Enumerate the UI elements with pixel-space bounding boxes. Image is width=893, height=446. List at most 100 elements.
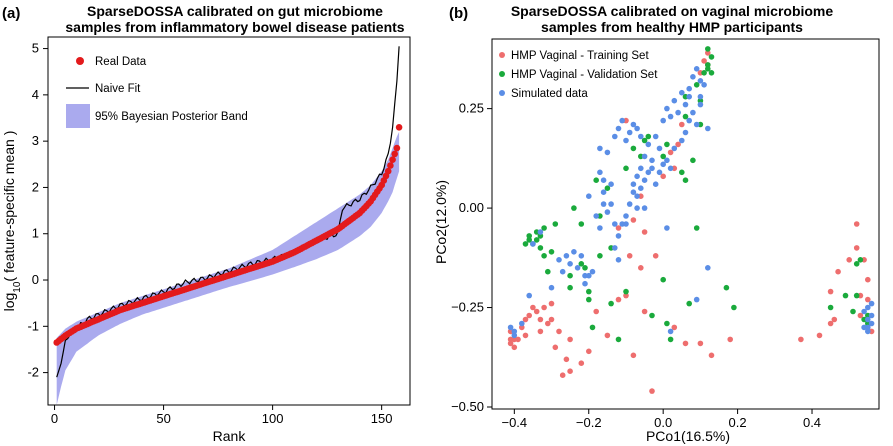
simulated-point: [705, 265, 711, 271]
training-point: [846, 257, 852, 263]
simulated-point: [630, 189, 637, 195]
simulated-point: [638, 185, 644, 191]
simulated-point: [649, 157, 655, 164]
training-point: [853, 221, 860, 227]
simulated-point: [623, 137, 629, 144]
validation-point: [731, 304, 737, 311]
validation-point: [682, 177, 689, 183]
validation-point: [567, 284, 573, 291]
validation-point: [697, 97, 704, 104]
legend-band-swatch: [66, 104, 90, 128]
training-point: [548, 300, 555, 307]
simulated-point: [861, 324, 867, 331]
simulated-point: [675, 109, 681, 116]
real-data-point: [384, 167, 392, 175]
simulated-point: [865, 304, 871, 311]
simulated-point: [615, 257, 622, 263]
simulated-point: [634, 125, 640, 132]
simulated-point: [652, 133, 659, 140]
training-point: [578, 360, 585, 367]
simulated-point: [634, 205, 640, 211]
validation-point: [526, 237, 532, 243]
training-point: [671, 324, 678, 331]
panel-a-title-line2: samples from inflammatory bowel disease …: [65, 19, 404, 35]
validation-point: [853, 292, 860, 299]
training-point: [853, 245, 860, 251]
training-point: [530, 304, 536, 311]
simulated-point: [705, 125, 711, 132]
simulated-point: [686, 117, 692, 124]
simulated-point: [690, 109, 696, 116]
training-point: [865, 296, 871, 303]
training-point: [798, 336, 804, 343]
simulated-point: [697, 101, 704, 108]
simulated-point: [574, 265, 581, 271]
y-tick-label: 3: [32, 133, 39, 148]
x-tick-label: 0: [51, 411, 58, 426]
validation-point: [586, 288, 592, 295]
validation-point: [571, 205, 577, 211]
simulated-point: [690, 74, 696, 80]
legend-validation-marker: [499, 71, 505, 77]
validation-point: [630, 145, 637, 152]
y-tick-label: −0.50: [451, 399, 484, 414]
simulated-point: [634, 193, 640, 199]
training-point: [615, 296, 622, 303]
x-tick-label: 0.4: [803, 415, 821, 430]
training-point: [615, 225, 622, 231]
validation-point: [693, 82, 700, 88]
validation-point: [552, 221, 559, 227]
y-tick-label: -2: [27, 365, 39, 380]
simulated-point: [600, 201, 607, 207]
training-point: [526, 312, 532, 319]
validation-point: [850, 308, 856, 315]
validation-point: [533, 237, 540, 243]
panel-b-x-axis: −0.4 −0.2 0.0 0.2 0.4: [501, 409, 821, 430]
simulated-point: [697, 93, 704, 100]
simulated-point: [526, 292, 532, 299]
validation-point: [526, 233, 532, 239]
y-tick-label: 2: [32, 179, 39, 194]
legend-band-label: 95% Bayesian Posterior Band: [95, 111, 248, 123]
training-point: [660, 173, 666, 180]
training-point: [586, 348, 592, 355]
simulated-point: [645, 169, 652, 176]
validation-point: [708, 54, 715, 60]
simulated-point: [626, 129, 633, 136]
y-tick-label: 0.25: [459, 101, 484, 116]
real-data-point: [391, 150, 399, 158]
simulated-point: [597, 169, 603, 176]
training-point: [857, 312, 864, 319]
validation-point: [537, 245, 544, 251]
training-point: [533, 308, 540, 315]
training-point: [649, 388, 655, 394]
x-tick-label: 50: [156, 411, 170, 426]
naive-fit-line: [56, 46, 400, 378]
validation-point: [541, 253, 547, 259]
panel-b-x-axis-label: PCo1(16.5%): [646, 428, 730, 444]
simulated-point: [608, 201, 614, 207]
legend-validation-label: HMP Vaginal - Validation Set: [511, 69, 658, 81]
training-point: [604, 332, 611, 339]
panel-b-y-axis: −0.50 −0.25 0.00 0.25: [451, 101, 492, 414]
simulated-point: [608, 181, 614, 187]
validation-point: [623, 165, 629, 172]
simulated-point: [571, 249, 577, 255]
training-point: [701, 58, 707, 64]
validation-point: [664, 320, 670, 327]
training-point: [522, 316, 529, 323]
simulated-point: [686, 93, 692, 100]
training-point: [827, 288, 834, 295]
simulated-point: [634, 173, 640, 180]
training-point: [675, 141, 681, 148]
validation-point: [578, 221, 585, 227]
simulated-point: [604, 149, 611, 156]
training-point: [537, 328, 544, 335]
simulated-point: [656, 169, 663, 176]
training-point: [507, 336, 514, 343]
training-point: [835, 268, 841, 275]
simulated-point: [612, 133, 618, 140]
validation-point: [537, 233, 544, 239]
simulated-point: [630, 121, 637, 128]
simulated-point: [693, 121, 700, 128]
